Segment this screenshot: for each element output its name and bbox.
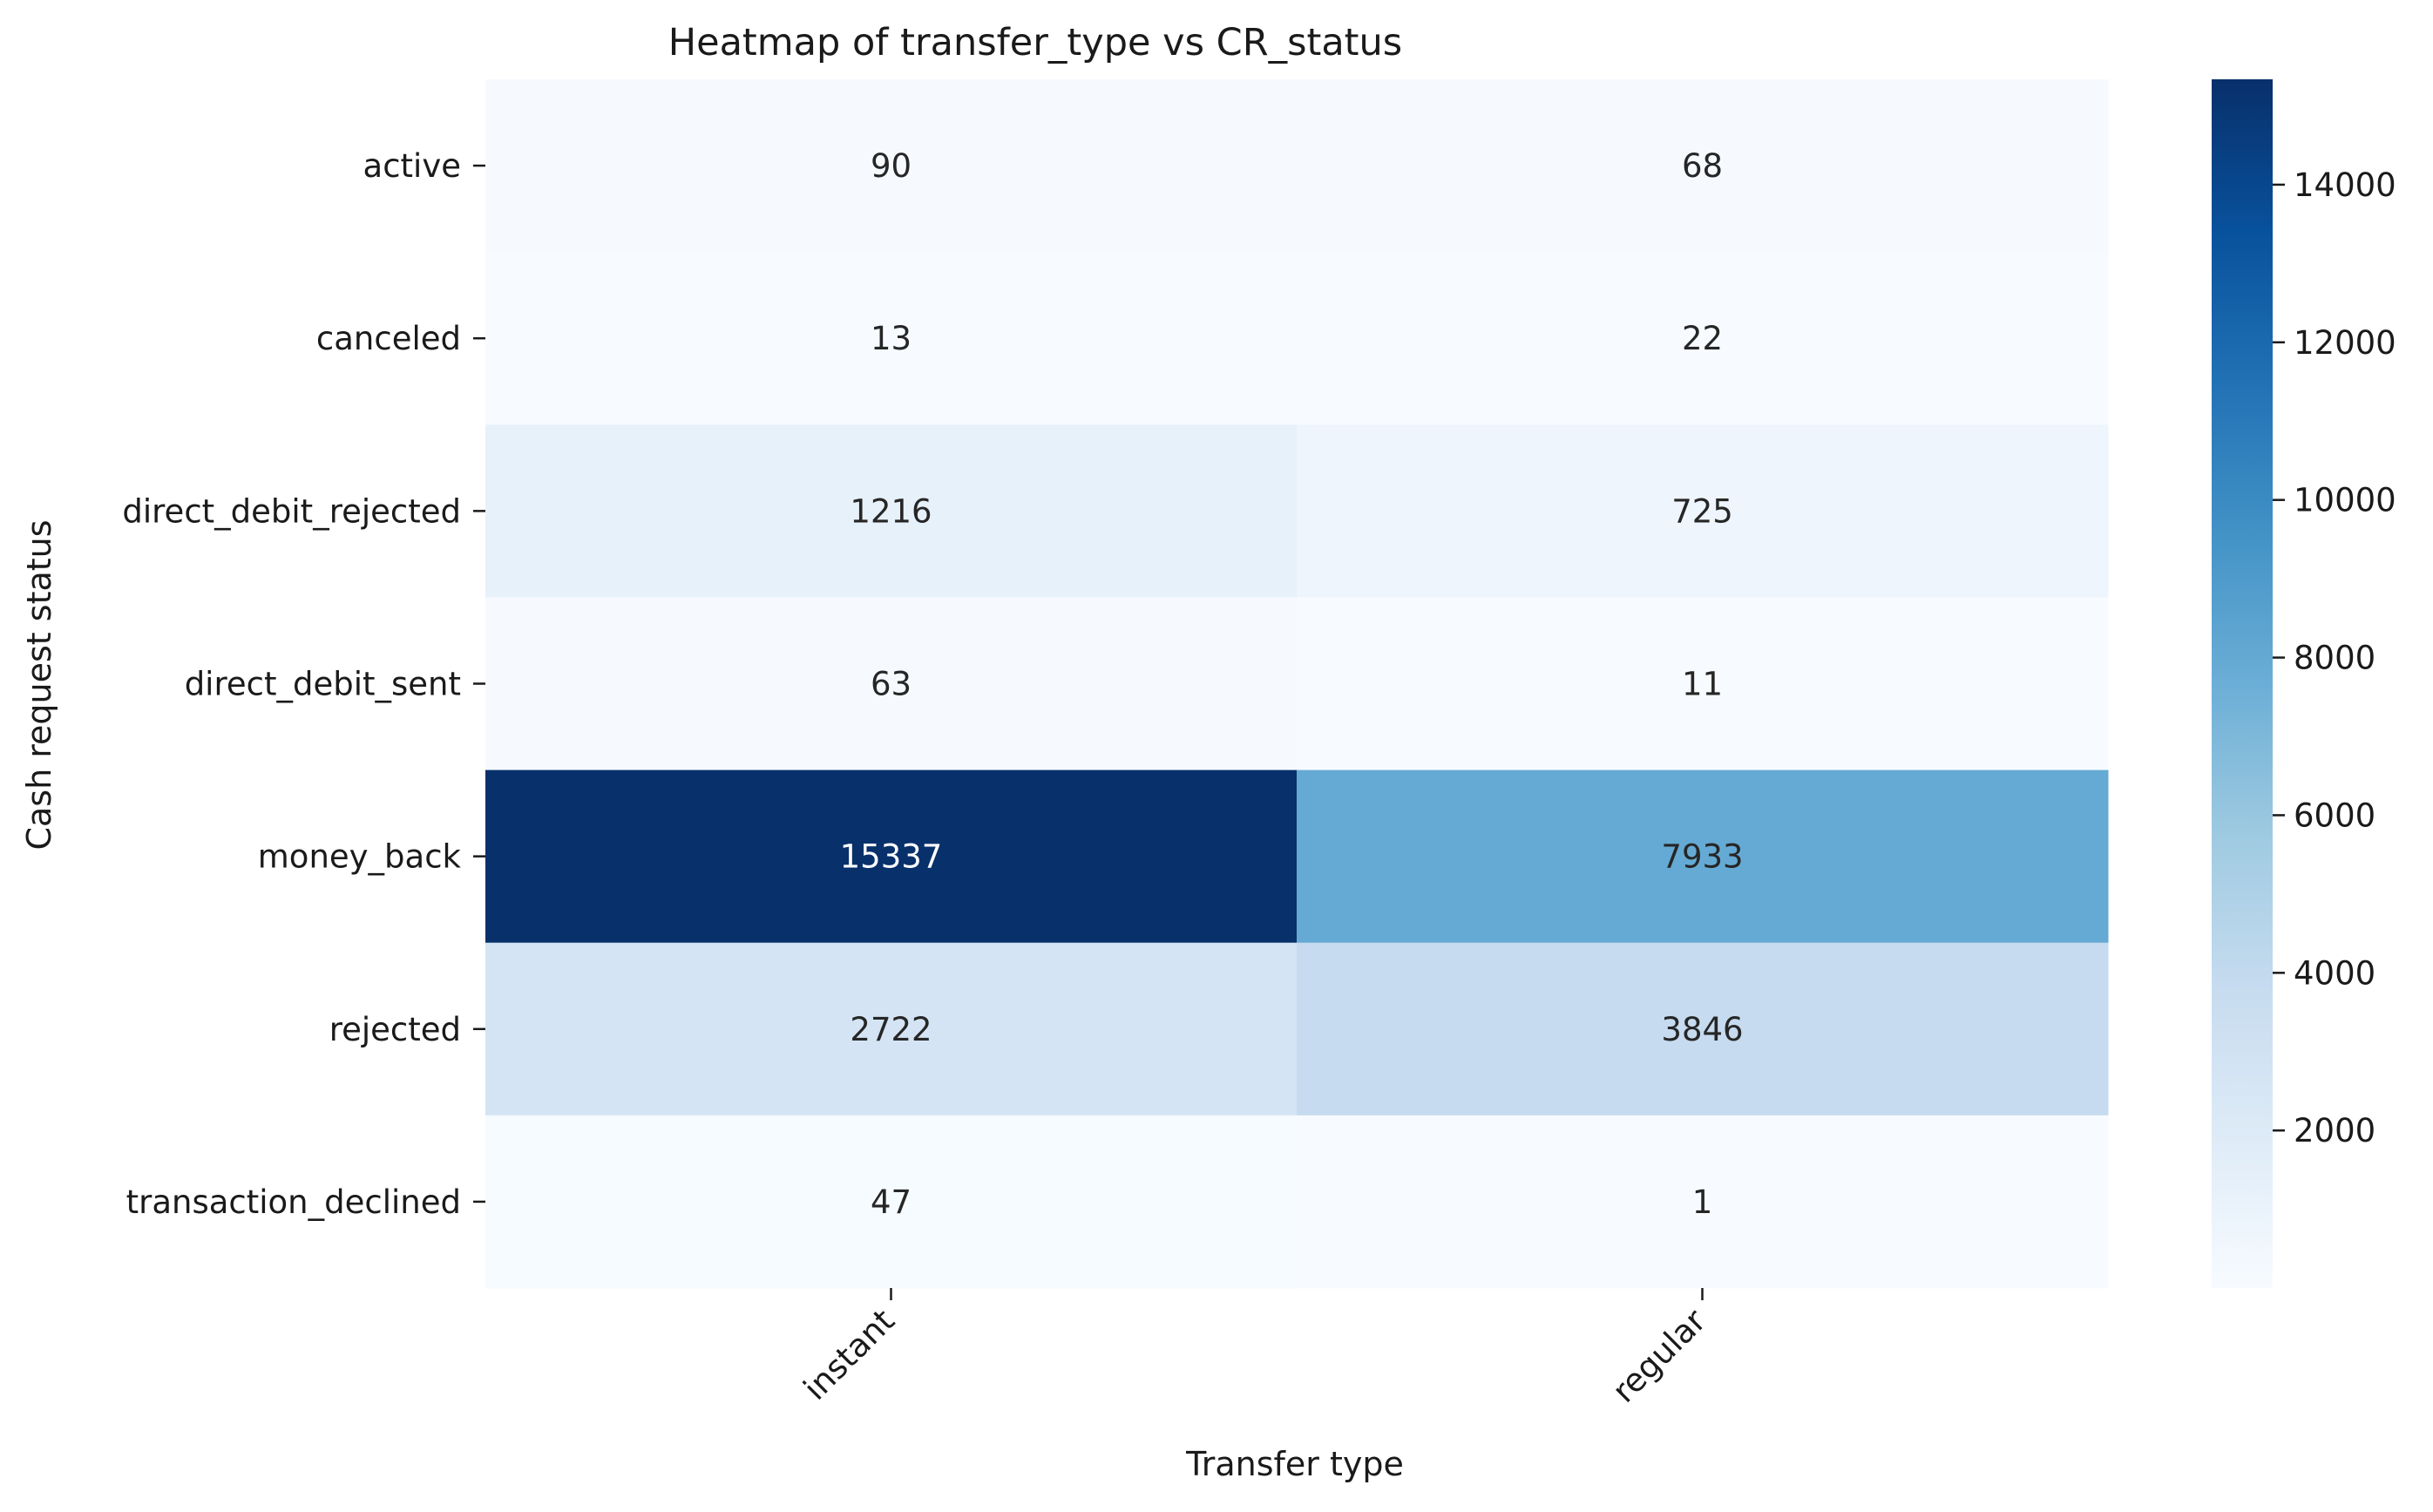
heatmap-cell-canceled-instant [485, 252, 1298, 425]
heatmap-cell-canceled-regular [1297, 252, 2109, 425]
y-axis: active canceled direct_debit_rejecteddirec… [122, 147, 485, 1221]
colorbar-gradient [2212, 79, 2273, 1288]
heatmap-cell-active-instant [485, 79, 1298, 253]
cell-label-direct-debit-sent-regular: 11 [1682, 666, 1723, 703]
colorbar: 2000 4000 6000 8000 10000 12000 14000 [2212, 79, 2396, 1288]
heatmap-cell-direct-debit-sent-regular [1297, 597, 2109, 771]
y-tick-label-rejected: rejected [329, 1011, 461, 1048]
cell-label-canceled-instant: 13 [871, 320, 912, 357]
y-tick-label-money-back: money_back [258, 838, 462, 876]
cell-label-money-back-regular: 7933 [1661, 838, 1743, 876]
y-tick-label-canceled: canceled [316, 320, 461, 357]
x-tick-label-instant: instant [796, 1302, 902, 1407]
colorbar-tick-label-12000: 12000 [2294, 324, 2396, 362]
colorbar-tick-label-2000: 2000 [2294, 1112, 2375, 1149]
heatmap-cell-money-back-instant [485, 770, 1298, 944]
cell-label-transaction-declined-regular: 1 [1692, 1183, 1713, 1221]
heatmap-cell-labels: 90 68 13 22 1216 725 63 11 15337 7933 2722 3846 47 1 [840, 147, 1744, 1221]
heatmap-cell-direct-debit-rejected-instant [485, 424, 1298, 598]
x-axis-label: Transfer type [1185, 1445, 1404, 1483]
cell-label-active-instant: 90 [871, 147, 912, 185]
cell-label-active-regular: 68 [1682, 147, 1723, 185]
colorbar-tick-label-4000: 4000 [2294, 954, 2375, 992]
y-tick-label-active: active [363, 147, 461, 185]
x-tick-label-regular: regular [1605, 1301, 1713, 1409]
chart-title: Heatmap of transfer_type vs CR_status [668, 21, 1402, 64]
cell-label-direct-debit-rejected-regular: 725 [1671, 492, 1733, 530]
heatmap-cells [485, 79, 2109, 1289]
y-tick-label-direct-debit-sent: direct_debit_sent [185, 666, 461, 703]
cell-label-canceled-regular: 22 [1682, 320, 1723, 357]
colorbar-tick-label-14000: 14000 [2294, 166, 2396, 204]
heatmap-cell-transaction-declined-regular [1297, 1115, 2109, 1289]
heatmap-cell-money-back-regular [1297, 770, 2109, 944]
cell-label-rejected-instant: 2722 [850, 1011, 932, 1048]
heatmap-cell-transaction-declined-instant [485, 1115, 1298, 1289]
heatmap-cell-active-regular [1297, 79, 2109, 253]
colorbar-tick-label-10000: 10000 [2294, 482, 2396, 519]
colorbar-ticks: 2000 4000 6000 8000 10000 12000 14000 [2273, 166, 2396, 1149]
cell-label-rejected-regular: 3846 [1661, 1011, 1743, 1048]
heatmap-cell-direct-debit-sent-instant [485, 597, 1298, 771]
y-tick-label-direct-debit-rejected: direct_debit_rejected [122, 492, 461, 530]
colorbar-tick-label-6000: 6000 [2294, 797, 2375, 834]
heatmap-cell-rejected-regular [1297, 942, 2109, 1116]
cell-label-direct-debit-rejected-instant: 1216 [850, 492, 932, 530]
x-axis: instant regular [796, 1288, 1713, 1410]
y-tick-label-transaction-declined: transaction_declined [126, 1183, 461, 1221]
heatmap-cell-direct-debit-rejected-regular [1297, 424, 2109, 598]
cell-label-money-back-instant: 15337 [840, 838, 943, 876]
heatmap-cell-rejected-instant [485, 942, 1298, 1116]
colorbar-tick-label-8000: 8000 [2294, 640, 2375, 677]
cell-label-transaction-declined-instant: 47 [871, 1183, 912, 1221]
cell-label-direct-debit-sent-instant: 63 [871, 666, 912, 703]
y-axis-label: Cash request status [20, 519, 58, 850]
